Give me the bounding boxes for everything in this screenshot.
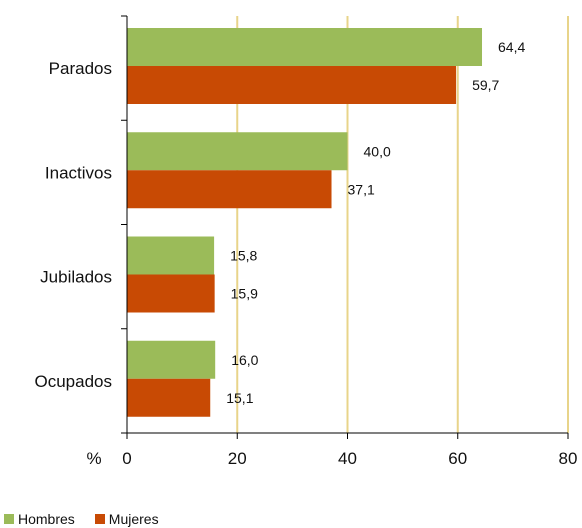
data-label-hombres-parados: 64,4 bbox=[498, 39, 525, 55]
bars bbox=[127, 28, 483, 417]
ticks: 0 20 40 60 80 Parados Inactivos Jubilados Ocupad… bbox=[35, 15, 578, 468]
x-tick-label: 60 bbox=[448, 449, 467, 468]
x-tick-label: 80 bbox=[559, 449, 578, 468]
data-label-mujeres-jubilados: 15,9 bbox=[231, 286, 258, 302]
bar-hombres-jubilados bbox=[127, 236, 215, 275]
bar-mujeres-inactivos bbox=[127, 170, 332, 209]
x-tick-label: 40 bbox=[338, 449, 357, 468]
legend-label-hombres: Hombres bbox=[18, 511, 75, 527]
data-label-mujeres-parados: 59,7 bbox=[472, 77, 499, 93]
bar-hombres-parados bbox=[127, 28, 483, 66]
x-tick-label: 20 bbox=[228, 449, 247, 468]
bar-hombres-inactivos bbox=[127, 132, 348, 171]
legend: Hombres Mujeres bbox=[4, 511, 179, 527]
category-label-parados: Parados bbox=[49, 59, 112, 78]
category-label-jubilados: Jubilados bbox=[40, 268, 112, 287]
legend-swatch-mujeres bbox=[94, 514, 105, 524]
data-label-hombres-jubilados: 15,8 bbox=[230, 248, 257, 264]
bar-mujeres-ocupados bbox=[127, 378, 211, 417]
legend-item-mujeres: Mujeres bbox=[94, 511, 159, 527]
data-label-mujeres-ocupados: 15,1 bbox=[226, 390, 253, 406]
bar-hombres-ocupados bbox=[127, 340, 216, 379]
data-label-hombres-ocupados: 16,0 bbox=[231, 352, 258, 368]
legend-label-mujeres: Mujeres bbox=[108, 511, 159, 527]
legend-item-hombres: Hombres bbox=[4, 511, 75, 527]
category-label-ocupados: Ocupados bbox=[35, 372, 113, 391]
data-label-hombres-inactivos: 40,0 bbox=[364, 143, 391, 159]
bar-mujeres-jubilados bbox=[127, 274, 215, 313]
x-axis-title: % bbox=[86, 449, 101, 468]
legend-swatch-hombres bbox=[4, 514, 14, 524]
bar-mujeres-parados bbox=[127, 66, 457, 104]
data-label-mujeres-inactivos: 37,1 bbox=[348, 181, 375, 197]
category-label-inactivos: Inactivos bbox=[45, 163, 112, 182]
x-tick-label: 0 bbox=[122, 449, 131, 468]
data-labels: 64,4 59,7 40,0 37,1 15,8 15,9 16,0 15,1 bbox=[226, 39, 525, 406]
